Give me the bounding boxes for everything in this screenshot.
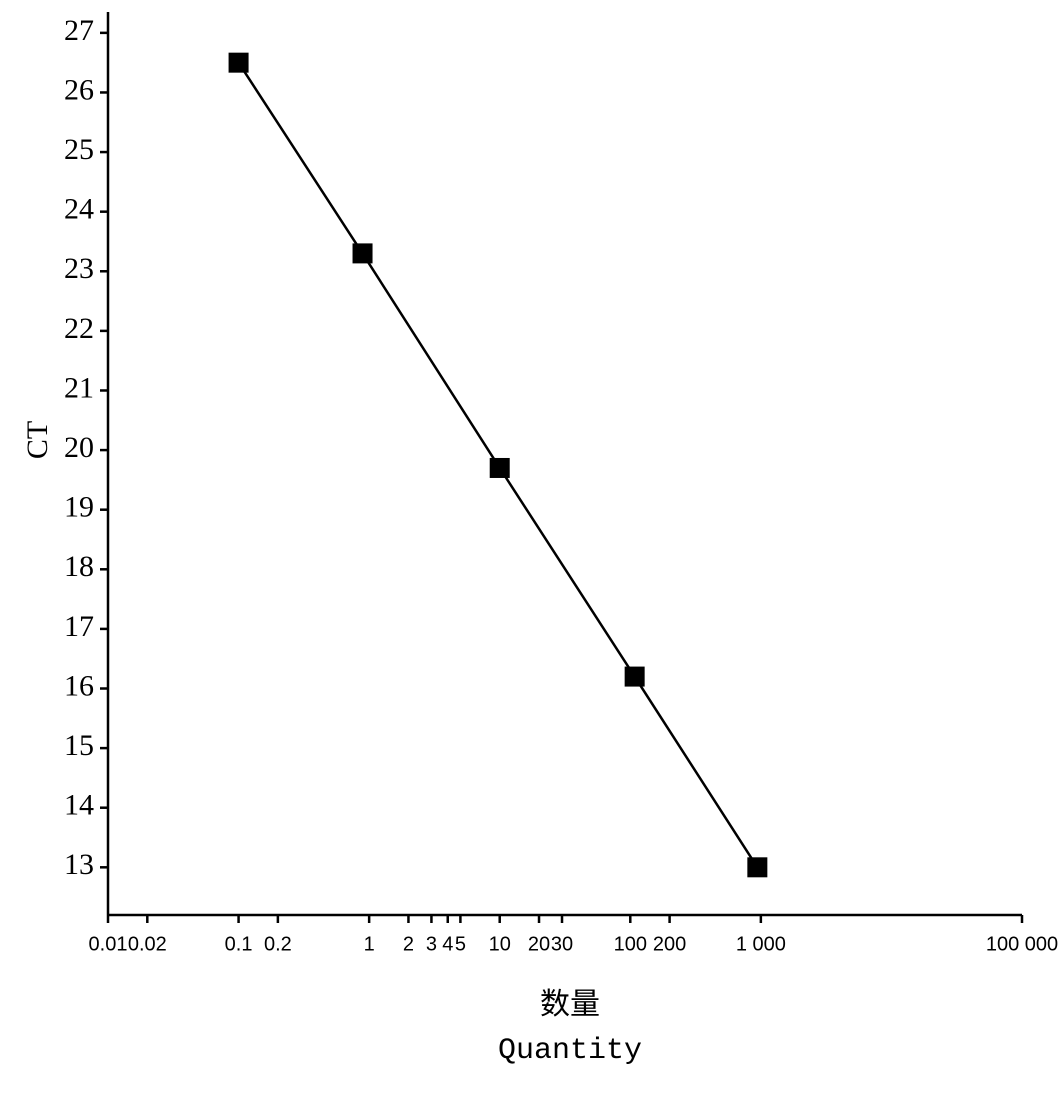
y-tick-label: 16 bbox=[64, 669, 94, 702]
x-tick-label: 200 bbox=[653, 933, 686, 955]
x-tick-label: 100 bbox=[614, 933, 647, 955]
y-axis-label: CT bbox=[21, 421, 54, 459]
x-tick-label: 0.2 bbox=[264, 933, 292, 955]
y-tick-label: 27 bbox=[64, 14, 94, 47]
y-tick-label: 20 bbox=[64, 431, 94, 464]
y-tick-label: 13 bbox=[64, 848, 94, 881]
x-tick-label: 10 bbox=[489, 933, 511, 955]
x-tick-label: 0.02 bbox=[128, 933, 167, 955]
y-tick-label: 25 bbox=[64, 133, 94, 166]
x-tick-label: 4 bbox=[442, 933, 453, 955]
x-tick-label: 5 bbox=[455, 933, 466, 955]
y-tick-label: 19 bbox=[64, 491, 94, 524]
x-tick-label: 1 000 bbox=[736, 933, 786, 955]
x-tick-label: 100 000 bbox=[986, 933, 1058, 955]
marker bbox=[624, 666, 645, 687]
x-axis-label-cn: 数量 bbox=[540, 988, 600, 1024]
y-tick-label: 21 bbox=[64, 371, 94, 404]
y-tick-label: 26 bbox=[64, 73, 94, 106]
x-tick-label: 20 bbox=[528, 933, 550, 955]
y-tick-label: 15 bbox=[64, 729, 94, 762]
marker bbox=[352, 243, 373, 264]
y-tick-label: 23 bbox=[64, 252, 94, 285]
y-tick-label: 22 bbox=[64, 312, 94, 345]
x-tick-label: 30 bbox=[551, 933, 573, 955]
y-tick-label: 14 bbox=[64, 789, 94, 822]
marker bbox=[747, 857, 768, 878]
x-tick-label: 0.01 bbox=[89, 933, 128, 955]
x-tick-label: 2 bbox=[403, 933, 414, 955]
x-tick-label: 0.1 bbox=[225, 933, 253, 955]
x-tick-label: 1 bbox=[364, 933, 375, 955]
y-tick-label: 24 bbox=[64, 193, 94, 226]
marker bbox=[489, 457, 510, 478]
y-tick-label: 17 bbox=[64, 610, 94, 643]
x-axis-label: Quantity bbox=[498, 1034, 642, 1068]
x-tick-label: 3 bbox=[426, 933, 437, 955]
marker bbox=[228, 52, 249, 73]
y-tick-label: 18 bbox=[64, 550, 94, 583]
